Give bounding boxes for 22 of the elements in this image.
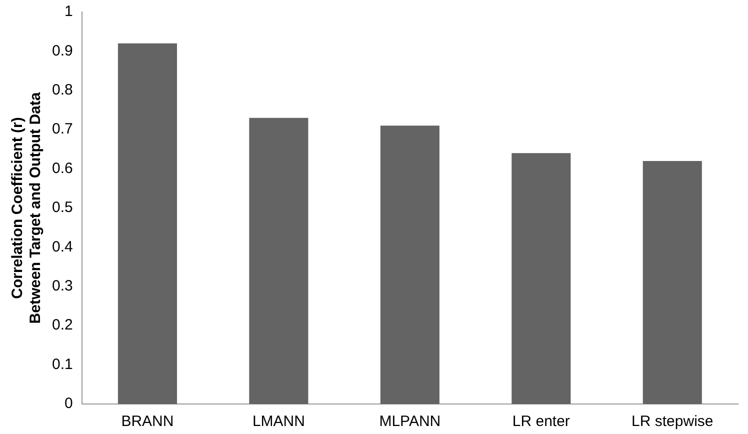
x-tick-label: LMANN	[252, 413, 305, 430]
y-tick-label: 1	[64, 3, 73, 20]
y-tick-label: 0.9	[52, 42, 73, 60]
x-tick-label: MLPANN	[379, 413, 441, 430]
y-tick-label: 0.7	[52, 120, 73, 138]
y-tick-label: 0.4	[52, 238, 73, 256]
bar	[642, 160, 702, 404]
y-tick-label: 0.1	[52, 356, 73, 373]
y-tick-label: 0.8	[52, 82, 73, 99]
bar	[380, 126, 440, 404]
x-tick-label: BRANN	[121, 413, 174, 430]
bar	[249, 118, 308, 404]
bar	[512, 153, 571, 404]
x-tick-label: LR stepwise	[632, 413, 714, 430]
y-tick-label: 0.3	[52, 278, 73, 295]
y-tick-label: 0.6	[52, 160, 73, 177]
y-axis-title: Correlation Coefficient (r) Between Target and Output Data	[9, 92, 44, 324]
bar	[118, 43, 177, 404]
y-tick-label: 0.2	[52, 316, 73, 334]
y-tick-label: 0	[64, 395, 73, 412]
y-tick-label: 0.5	[52, 199, 73, 216]
x-tick-label: LR enter	[512, 413, 570, 430]
